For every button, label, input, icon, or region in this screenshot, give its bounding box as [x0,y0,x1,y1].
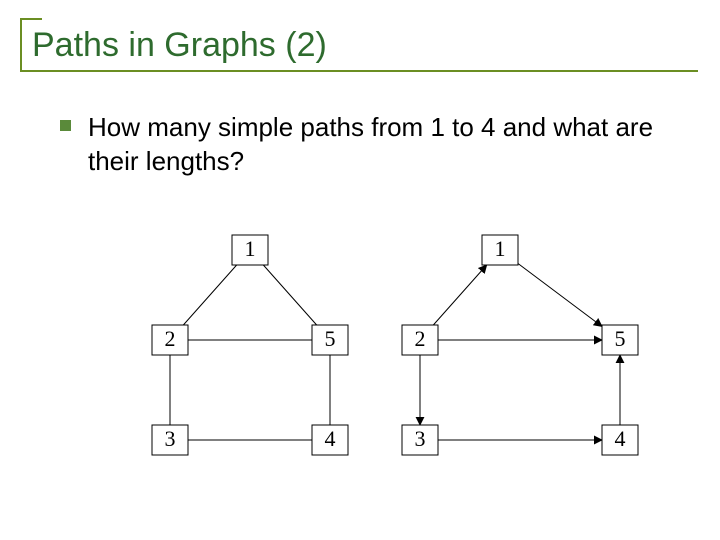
graph-node: 5 [602,325,638,355]
graph-node-label: 3 [165,426,176,451]
graph-left: 1 2 3 4 5 [152,235,348,455]
graph-edge [433,265,486,325]
graph-node-label: 4 [615,426,626,451]
graph-node: 3 [152,425,188,455]
graphs-svg: 1 2 3 4 5 1 2 3 4 5 [0,0,720,540]
graph-node: 1 [482,235,518,265]
graph-node-label: 5 [615,326,626,351]
graph-edge [183,265,236,325]
graph-edge [518,264,602,327]
graph-node: 3 [402,425,438,455]
graph-node-label: 4 [325,426,336,451]
slide: Paths in Graphs (2) How many simple path… [0,0,720,540]
graph-node-label: 1 [245,236,256,261]
graph-node: 2 [402,325,438,355]
graph-node: 4 [312,425,348,455]
graph-node-label: 3 [415,426,426,451]
graph-right: 1 2 3 4 5 [402,235,638,455]
graph-node-label: 1 [495,236,506,261]
graph-node: 5 [312,325,348,355]
graph-node-label: 2 [165,326,176,351]
graph-edge [263,265,316,325]
graph-node: 4 [602,425,638,455]
graph-node-label: 5 [325,326,336,351]
graph-node-label: 2 [415,326,426,351]
graph-node: 2 [152,325,188,355]
graph-node: 1 [232,235,268,265]
